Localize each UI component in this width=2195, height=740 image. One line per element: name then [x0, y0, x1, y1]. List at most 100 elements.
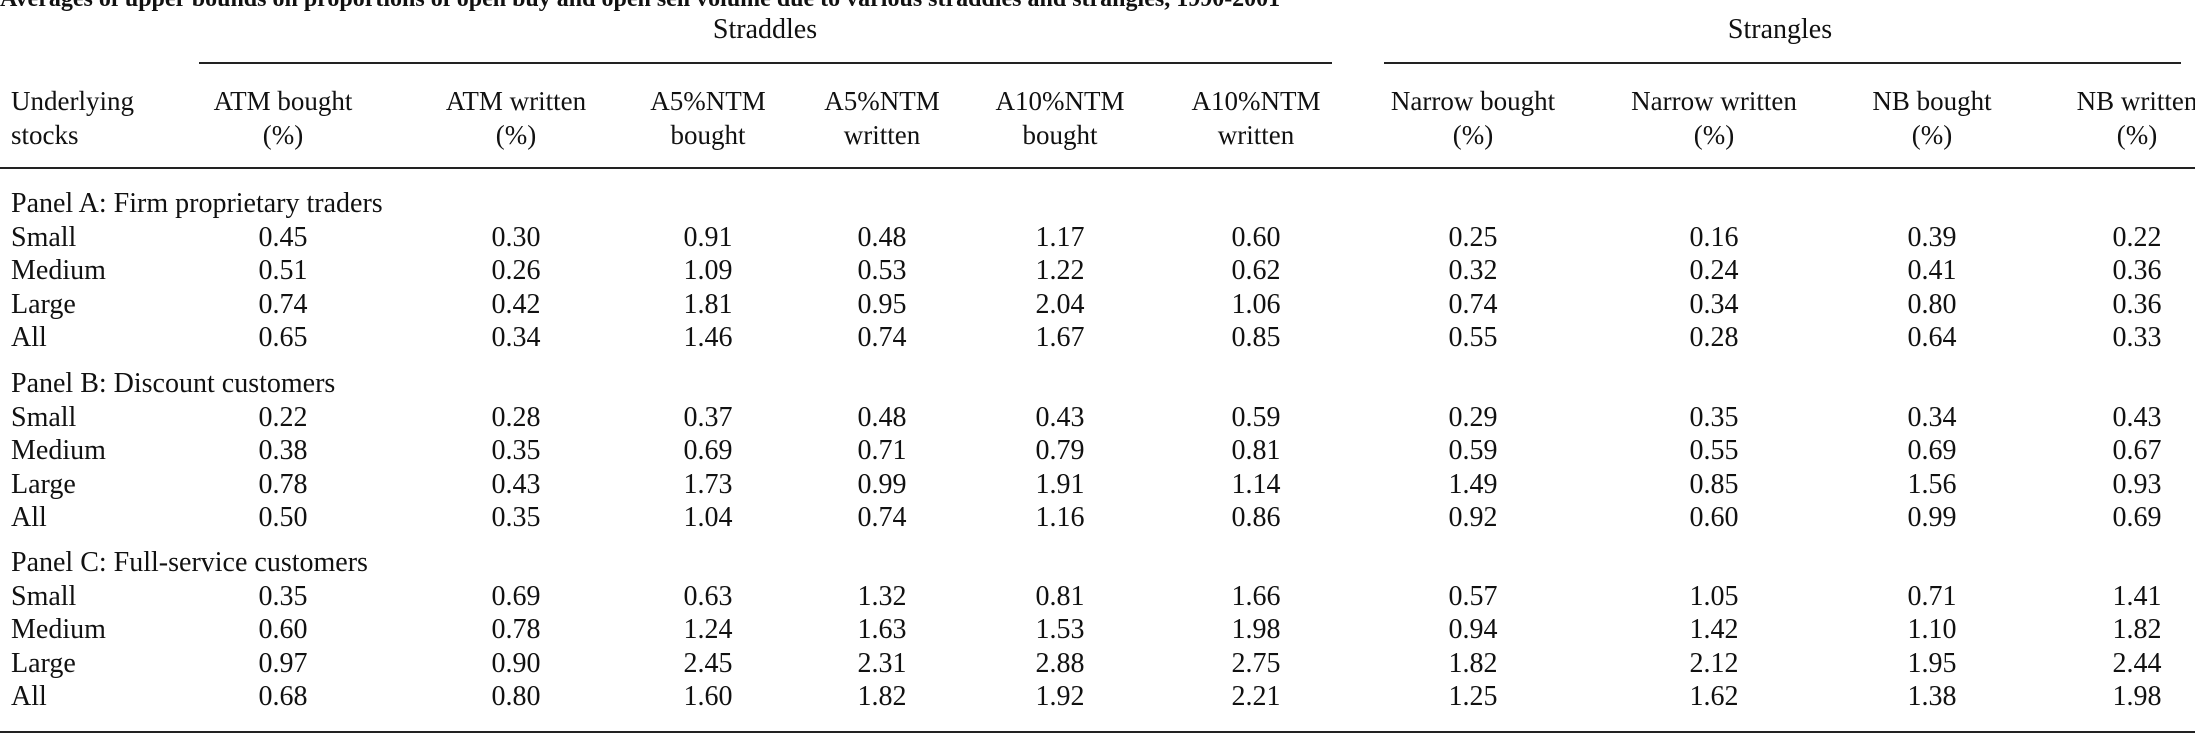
table-cell: 0.25: [1448, 221, 1498, 253]
table-cell: 1.22: [1035, 255, 1085, 286]
column-header-line: Narrow bought: [1390, 86, 1556, 116]
table-cell: 0.43: [2112, 401, 2162, 433]
table-cell: 0.50: [258, 502, 308, 533]
table-cell: 0.97: [258, 647, 308, 679]
table-cell: 0.81: [1231, 435, 1281, 466]
table-cell: 0.43: [1035, 401, 1085, 433]
row-label: All: [11, 322, 47, 353]
table-cell: 1.62: [1689, 681, 1739, 712]
table-cell: 0.74: [857, 502, 907, 533]
column-header: Narrow bought (%): [1391, 84, 1555, 152]
column-header-line: Narrow written: [1631, 86, 1797, 116]
table-cell: 0.30: [491, 221, 541, 253]
table-cell: 0.67: [2112, 435, 2162, 466]
row-label: Large: [11, 647, 76, 679]
table-cell: 0.79: [1035, 435, 1085, 466]
table-cell: 0.34: [491, 322, 541, 353]
table-cell: 0.91: [683, 221, 733, 253]
table-cell: 0.80: [491, 681, 541, 712]
table-cell: 0.60: [1231, 221, 1281, 253]
row-label: Medium: [11, 614, 106, 645]
column-header-line: NB written: [2076, 86, 2195, 116]
table-cell: 0.57: [1448, 580, 1498, 612]
table-cell: 1.82: [857, 681, 907, 712]
table-cell: 0.94: [1448, 614, 1498, 645]
column-header: A5%NTM bought: [650, 84, 766, 152]
table-cell: 1.42: [1689, 614, 1739, 645]
table-cell: 0.60: [258, 614, 308, 645]
table-cell: 1.41: [2112, 580, 2162, 612]
table-cell: 0.35: [1689, 401, 1739, 433]
column-header-line: bought: [1022, 120, 1098, 150]
column-header-line: (%): [2116, 120, 2158, 150]
table-cell: 0.71: [857, 435, 907, 466]
column-header-line: ATM written: [445, 86, 587, 116]
row-label: All: [11, 502, 47, 533]
table-cell: 1.60: [683, 681, 733, 712]
table-cell: 0.55: [1448, 322, 1498, 353]
column-header-line: (%): [495, 120, 537, 150]
column-header: A10%NTM bought: [996, 84, 1125, 152]
table-cell: 0.92: [1448, 502, 1498, 533]
panel-title: Panel B: Discount customers: [11, 368, 336, 399]
table-cell: 0.90: [491, 647, 541, 679]
table-cell: 0.74: [258, 288, 308, 320]
table-cell: 1.49: [1448, 468, 1498, 500]
group-label-straddles: Straddles: [712, 14, 818, 45]
table-caption: Averages of upper bounds on proportions …: [0, 0, 1280, 13]
table-cell: 1.81: [683, 288, 733, 320]
table-cell: 0.45: [258, 221, 308, 253]
column-header-line: (%): [1693, 120, 1735, 150]
table-bottom-rule: [0, 731, 2195, 733]
table-cell: 0.78: [491, 614, 541, 645]
table-cell: 2.45: [683, 647, 733, 679]
table-cell: 0.36: [2112, 255, 2162, 286]
panel-title: Panel A: Firm proprietary traders: [11, 188, 383, 219]
table-cell: 1.32: [857, 580, 907, 612]
table-cell: 0.39: [1907, 221, 1957, 253]
column-header-line: ATM bought: [213, 86, 353, 116]
table-cell: 0.26: [491, 255, 541, 286]
table-cell: 0.35: [491, 435, 541, 466]
column-header-line: A10%NTM: [1191, 86, 1321, 116]
table-cell: 0.34: [1907, 401, 1957, 433]
table-cell: 0.32: [1448, 255, 1498, 286]
table-cell: 1.10: [1907, 614, 1957, 645]
table-cell: 0.24: [1689, 255, 1739, 286]
table-cell: 1.06: [1231, 288, 1281, 320]
table-cell: 0.80: [1907, 288, 1957, 320]
table-cell: 0.81: [1035, 580, 1085, 612]
table-cell: 0.68: [258, 681, 308, 712]
table-cell: 0.48: [857, 401, 907, 433]
column-header-line: bought: [670, 120, 746, 150]
table-cell: 2.44: [2112, 647, 2162, 679]
row-label: Small: [11, 221, 77, 253]
table-cell: 0.63: [683, 580, 733, 612]
table-cell: 0.78: [258, 468, 308, 500]
table-cell: 0.48: [857, 221, 907, 253]
column-header-line: A10%NTM: [995, 86, 1125, 116]
row-label: Small: [11, 580, 77, 612]
table-cell: 1.82: [2112, 614, 2162, 645]
table-cell: 1.67: [1035, 322, 1085, 353]
row-label: Small: [11, 401, 77, 433]
table-cell: 2.12: [1689, 647, 1739, 679]
table-cell: 0.53: [857, 255, 907, 286]
table-cell: 1.38: [1907, 681, 1957, 712]
table-cell: 0.71: [1907, 580, 1957, 612]
table-cell: 0.86: [1231, 502, 1281, 533]
table-cell: 0.59: [1231, 401, 1281, 433]
straddles-rule: [199, 62, 1332, 64]
table-cell: 0.93: [2112, 468, 2162, 500]
row-header-line1: Underlying: [11, 86, 134, 116]
table-cell: 1.92: [1035, 681, 1085, 712]
column-header-line: NB bought: [1872, 86, 1992, 116]
table-cell: 0.33: [2112, 322, 2162, 353]
table-cell: 2.21: [1231, 681, 1281, 712]
table-cell: 1.46: [683, 322, 733, 353]
table-cell: 1.98: [2112, 681, 2162, 712]
column-header: A10%NTM written: [1192, 84, 1321, 152]
column-header-line: A5%NTM: [650, 86, 766, 116]
table-cell: 1.09: [683, 255, 733, 286]
table-cell: 0.43: [491, 468, 541, 500]
